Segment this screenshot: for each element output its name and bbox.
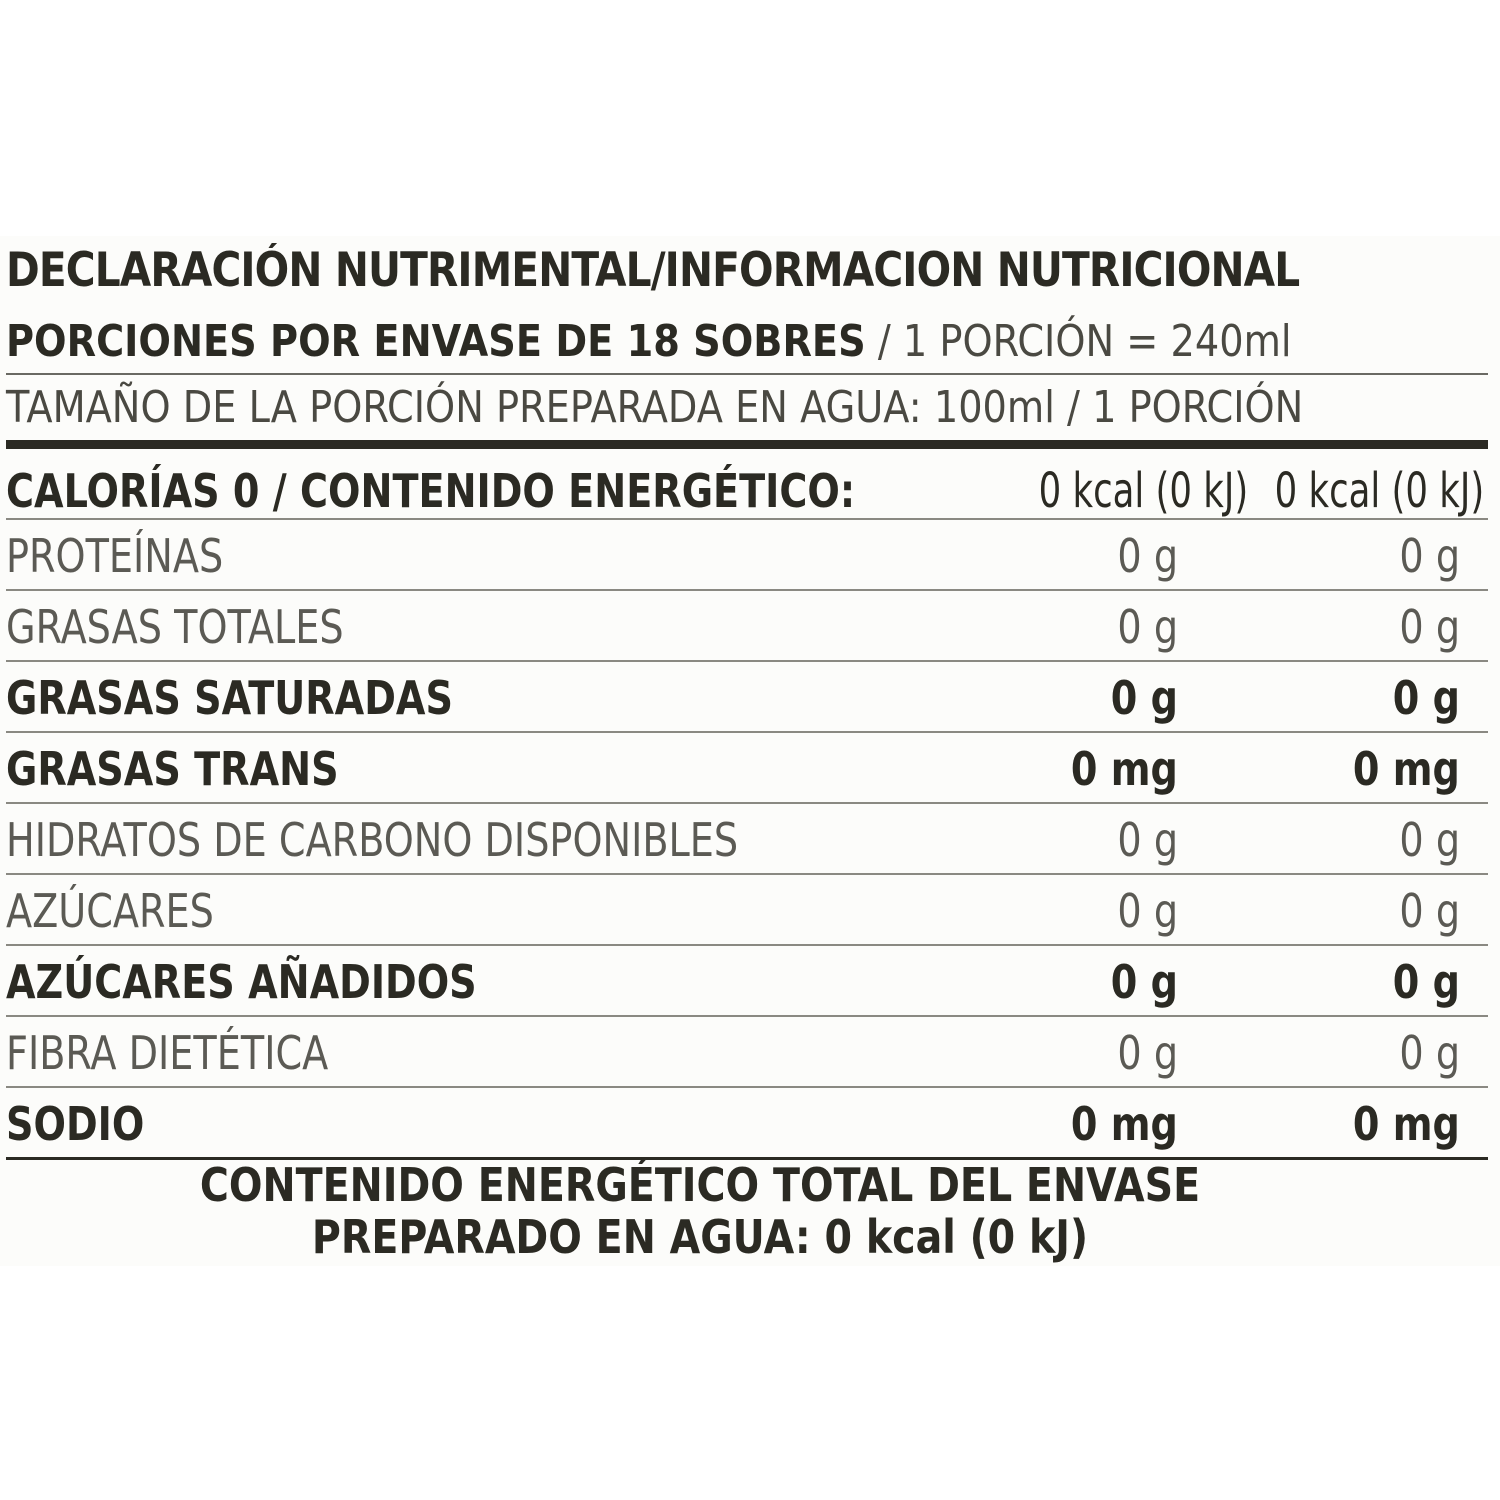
nutrient-name: CALORÍAS 0 / CONTENIDO ENERGÉTICO: xyxy=(6,464,856,518)
nutrient-name: GRASAS TOTALES xyxy=(6,600,344,654)
total-energy-line-2: PREPARADO EN AGUA: 0 kcal (0 kJ) xyxy=(311,1210,1089,1264)
nutrient-value-per-serving: 0 g xyxy=(1117,813,1178,867)
divider-thick xyxy=(6,440,1488,449)
nutrient-value-per-serving: 0 g xyxy=(1110,671,1178,725)
nutrient-value-per-100ml: 0 g xyxy=(1399,1026,1460,1080)
servings-per-container: PORCIONES POR ENVASE DE 18 SOBRES / 1 PO… xyxy=(6,314,1485,370)
table-row: GRASAS SATURADAS 0 g 0 g xyxy=(6,662,1488,733)
serving-size: TAMAÑO DE LA PORCIÓN PREPARADA EN AGUA: … xyxy=(6,382,1304,433)
nutrient-name: AZÚCARES AÑADIDOS xyxy=(6,955,477,1009)
table-row: SODIO 0 mg 0 mg xyxy=(6,1088,1488,1160)
nutrient-value-per-serving: 0 g xyxy=(1117,600,1178,654)
nutrient-value-per-100ml: 0 g xyxy=(1399,529,1460,583)
nutrient-value-per-100ml: 0 g xyxy=(1392,671,1460,725)
nutrient-name: FIBRA DIETÉTICA xyxy=(6,1026,329,1080)
nutrient-value-per-serving: 0 g xyxy=(1117,884,1178,938)
nutrient-name: AZÚCARES xyxy=(6,884,214,938)
nutrient-value-per-100ml: 0 mg xyxy=(1353,742,1460,796)
table-row: GRASAS TOTALES 0 g 0 g xyxy=(6,591,1488,662)
nutrient-table: CALORÍAS 0 / CONTENIDO ENERGÉTICO: 0 kca… xyxy=(6,452,1488,1160)
nutrient-value-per-serving: 0 g xyxy=(1117,529,1178,583)
nutrient-name: HIDRATOS DE CARBONO DISPONIBLES xyxy=(6,813,739,867)
table-row: PROTEÍNAS 0 g 0 g xyxy=(6,520,1488,591)
nutrition-label xyxy=(0,236,1500,1266)
energy-row: CALORÍAS 0 / CONTENIDO ENERGÉTICO: 0 kca… xyxy=(6,452,1488,520)
nutrient-name: GRASAS TRANS xyxy=(6,742,339,796)
divider-thin xyxy=(6,373,1488,375)
nutrient-value-per-serving: 0 g xyxy=(1110,955,1178,1009)
nutrient-value-per-100ml: 0 g xyxy=(1399,600,1460,654)
table-row: GRASAS TRANS 0 mg 0 mg xyxy=(6,733,1488,804)
table-row: AZÚCARES 0 g 0 g xyxy=(6,875,1488,946)
nutrient-value-per-100ml: 0 g xyxy=(1392,955,1460,1009)
nutrient-name: GRASAS SATURADAS xyxy=(6,671,453,725)
nutrient-value-per-serving: 0 mg xyxy=(1071,742,1178,796)
total-energy-line-1: CONTENIDO ENERGÉTICO TOTAL DEL ENVASE xyxy=(199,1158,1201,1212)
table-row: HIDRATOS DE CARBONO DISPONIBLES 0 g 0 g xyxy=(6,804,1488,875)
nutrient-value-per-serving: 0 kcal (0 kJ) xyxy=(1038,463,1248,519)
nutrient-value-per-100ml: 0 g xyxy=(1399,813,1460,867)
nutrient-name: PROTEÍNAS xyxy=(6,529,224,583)
table-row: FIBRA DIETÉTICA 0 g 0 g xyxy=(6,1017,1488,1088)
servings-bold-text: PORCIONES POR ENVASE DE 18 SOBRES xyxy=(6,316,866,367)
nutrient-name: SODIO xyxy=(6,1097,145,1151)
nutrient-value-per-100ml: 0 mg xyxy=(1353,1097,1460,1151)
serving-portion-text: / 1 PORCIÓN = 240ml xyxy=(865,316,1292,367)
table-row: AZÚCARES AÑADIDOS 0 g 0 g xyxy=(6,946,1488,1017)
label-title: DECLARACIÓN NUTRIMENTAL/INFORMACION NUTR… xyxy=(6,243,1300,298)
nutrient-value-per-100ml: 0 kcal (0 kJ) xyxy=(1274,463,1484,519)
nutrient-value-per-serving: 0 g xyxy=(1117,1026,1178,1080)
nutrient-value-per-serving: 0 mg xyxy=(1071,1097,1178,1151)
nutrient-value-per-100ml: 0 g xyxy=(1399,884,1460,938)
